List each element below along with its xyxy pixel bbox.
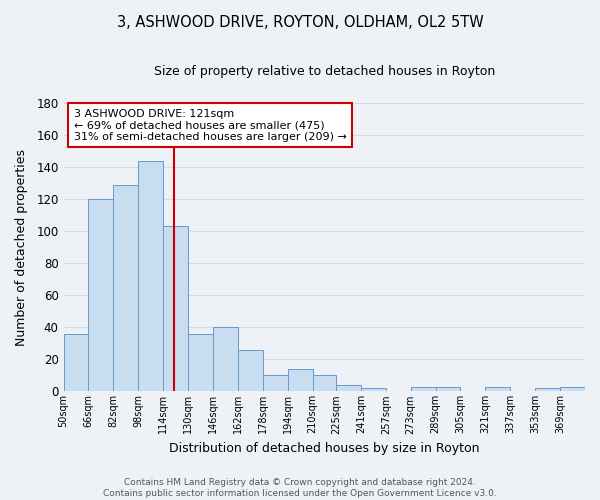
Bar — [436, 386, 460, 392]
Bar — [288, 369, 313, 392]
Bar — [485, 386, 510, 392]
Bar — [213, 328, 238, 392]
Bar — [560, 386, 585, 392]
Bar — [64, 334, 88, 392]
Text: 3, ASHWOOD DRIVE, ROYTON, OLDHAM, OL2 5TW: 3, ASHWOOD DRIVE, ROYTON, OLDHAM, OL2 5T… — [116, 15, 484, 30]
Bar — [361, 388, 386, 392]
X-axis label: Distribution of detached houses by size in Royton: Distribution of detached houses by size … — [169, 442, 479, 455]
Title: Size of property relative to detached houses in Royton: Size of property relative to detached ho… — [154, 65, 495, 78]
Bar — [313, 376, 336, 392]
Bar — [238, 350, 263, 392]
Bar — [88, 199, 113, 392]
Bar — [336, 385, 361, 392]
Bar — [188, 334, 213, 392]
Bar — [263, 376, 288, 392]
Bar — [113, 184, 138, 392]
Text: Contains HM Land Registry data © Crown copyright and database right 2024.
Contai: Contains HM Land Registry data © Crown c… — [103, 478, 497, 498]
Y-axis label: Number of detached properties: Number of detached properties — [15, 148, 28, 346]
Bar — [138, 160, 163, 392]
Bar — [163, 226, 188, 392]
Bar — [535, 388, 560, 392]
Text: 3 ASHWOOD DRIVE: 121sqm
← 69% of detached houses are smaller (475)
31% of semi-d: 3 ASHWOOD DRIVE: 121sqm ← 69% of detache… — [74, 108, 347, 142]
Bar — [410, 386, 436, 392]
